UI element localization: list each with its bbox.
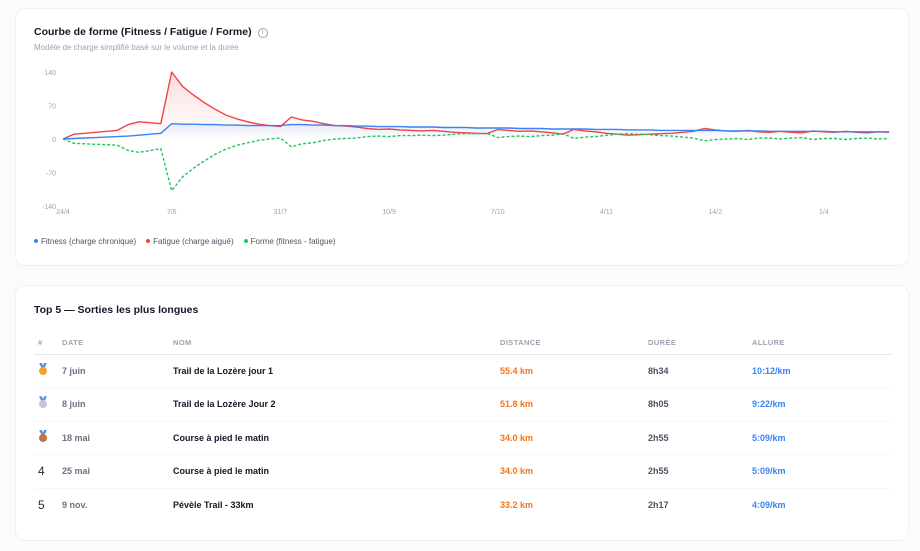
name-cell[interactable]: Trail de la Lozère Jour 2 bbox=[173, 387, 500, 422]
legend-item-forme[interactable]: Forme (fitness - fatigue) bbox=[243, 237, 336, 246]
pace-cell: 5:09/km bbox=[752, 454, 892, 489]
gold-medal-icon bbox=[38, 362, 48, 376]
distance-cell: 34.0 km bbox=[500, 454, 648, 489]
pace-cell: 5:09/km bbox=[752, 421, 892, 455]
chart-subtitle: Modèle de charge simplifié basé sur le v… bbox=[34, 43, 239, 52]
distance-cell: 34.0 km bbox=[500, 421, 648, 455]
col-name: NOM bbox=[173, 332, 500, 355]
table-row[interactable]: 8 juin Trail de la Lozère Jour 2 51.8 km 8h… bbox=[34, 387, 892, 422]
table-row[interactable]: 4 25 mai Course à pied le matin 34.0 km 2h55… bbox=[34, 454, 892, 489]
date-cell: 9 nov. bbox=[62, 500, 88, 510]
col-rank: # bbox=[34, 332, 62, 355]
date-cell: 25 mai bbox=[62, 454, 173, 489]
pace-cell: 4:09/km bbox=[752, 500, 786, 510]
legend-dot-icon bbox=[146, 239, 151, 243]
x-tick-label: 1/4 bbox=[819, 209, 829, 216]
date-cell: 8 juin bbox=[62, 387, 173, 422]
duration-cell: 2h17 bbox=[648, 500, 669, 510]
x-tick-label: 4/11 bbox=[600, 209, 613, 216]
fitness-chart-card: Courbe de forme (Fitness / Fatigue / For… bbox=[15, 8, 909, 266]
date-cell: 7 juin bbox=[62, 354, 173, 388]
date-cell: 18 mai bbox=[62, 421, 173, 455]
x-tick-label: 24/4 bbox=[56, 209, 70, 216]
pace-cell: 9:22/km bbox=[752, 387, 892, 422]
duration-cell: 2h55 bbox=[648, 454, 752, 489]
silver-medal-icon bbox=[38, 396, 48, 409]
y-tick-label: 70 bbox=[48, 104, 56, 111]
legend-item-fitness[interactable]: Fitness (charge chronique) bbox=[34, 237, 136, 246]
duration-cell: 8h05 bbox=[648, 387, 752, 422]
fitness-line bbox=[62, 123, 890, 140]
pace-cell: 10:12/km bbox=[752, 354, 892, 388]
top5-card: Top 5 — Sorties les plus longues # DATE … bbox=[15, 285, 909, 541]
rank-cell: 4 bbox=[34, 454, 62, 489]
legend-item-fatigue[interactable]: Fatigue (charge aiguë) bbox=[146, 237, 234, 246]
x-tick-label: 7/10 bbox=[491, 209, 505, 216]
legend-dot-icon bbox=[243, 239, 248, 243]
chart-title: Courbe de forme (Fitness / Fatigue / For… bbox=[34, 26, 268, 38]
y-tick-label: 0 bbox=[52, 137, 56, 144]
distance-cell: 51.8 km bbox=[500, 387, 648, 422]
y-tick-label: -70 bbox=[46, 171, 56, 178]
col-pace: ALLURE bbox=[752, 332, 892, 355]
info-icon[interactable]: i bbox=[257, 28, 268, 38]
legend-dot-icon bbox=[34, 239, 38, 243]
col-date: DATE bbox=[62, 332, 173, 355]
table-row[interactable]: 7 juin Trail de la Lozère jour 1 55.4 km 8h… bbox=[34, 354, 892, 388]
table-title: Top 5 — Sorties les plus longues bbox=[34, 304, 199, 316]
fitness-area bbox=[63, 123, 890, 139]
duration-cell: 8h34 bbox=[648, 354, 752, 388]
y-tick-label: -140 bbox=[42, 204, 56, 211]
name-cell[interactable]: Trail de la Lozère jour 1 bbox=[173, 354, 500, 388]
forme-line bbox=[62, 132, 890, 192]
duration-cell: 2h55 bbox=[648, 421, 752, 455]
distance-cell: 33.2 km bbox=[500, 500, 534, 510]
rank-cell bbox=[34, 354, 62, 388]
col-distance: DISTANCE bbox=[500, 332, 648, 355]
chart-legend: Fitness (charge chronique) Fatigue (char… bbox=[34, 237, 336, 246]
rank-cell bbox=[34, 387, 62, 422]
rank-cell: 5 bbox=[38, 498, 45, 512]
table-header: # DATE NOM DISTANCE DURÉE ALLURE bbox=[34, 332, 892, 355]
rank-cell bbox=[34, 421, 62, 455]
top5-table: # DATE NOM DISTANCE DURÉE ALLURE 7 juin T… bbox=[34, 332, 892, 522]
table-row[interactable]: 18 mai Course à pied le matin 34.0 km 2h55 5… bbox=[34, 421, 892, 455]
x-tick-label: 10/9 bbox=[382, 209, 396, 216]
name-cell[interactable]: Course à pied le matin bbox=[173, 421, 500, 455]
bronze-medal-icon bbox=[38, 429, 48, 443]
x-tick-label: 14/2 bbox=[708, 209, 722, 216]
x-tick-label: 31/7 bbox=[274, 209, 288, 216]
col-duration: DURÉE bbox=[648, 332, 752, 355]
x-tick-label: 7/6 bbox=[167, 209, 177, 216]
name-cell[interactable]: Course à pied le matin bbox=[173, 454, 500, 489]
y-tick-label: 140 bbox=[44, 70, 56, 77]
name-cell[interactable]: Pévèle Trail - 33km bbox=[173, 500, 254, 510]
distance-cell: 55.4 km bbox=[500, 354, 648, 388]
table-row[interactable]: 5 9 nov. Pévèle Trail - 33km 33.2 km 2h17 4:0… bbox=[34, 488, 892, 522]
